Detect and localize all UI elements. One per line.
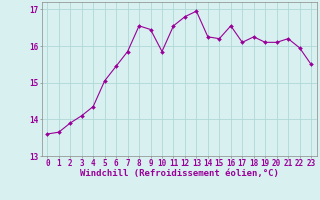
- X-axis label: Windchill (Refroidissement éolien,°C): Windchill (Refroidissement éolien,°C): [80, 169, 279, 178]
